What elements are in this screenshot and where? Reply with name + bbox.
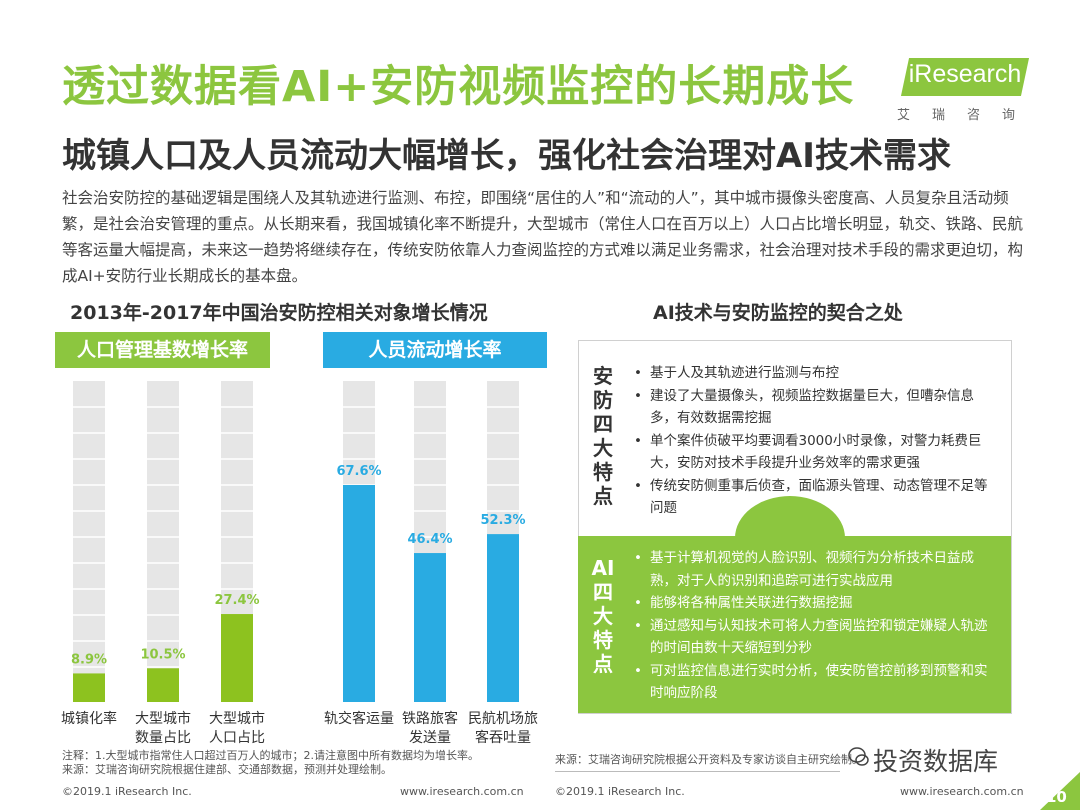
data-label-1-3: 27.4%: [214, 593, 259, 608]
bar-2-2: [414, 553, 446, 702]
wechat-icon: [848, 747, 869, 766]
data-label-2-2: 46.4%: [407, 532, 452, 547]
bar-1-2: [147, 668, 179, 702]
category-label: 城镇化率: [44, 710, 134, 729]
bar-track: [73, 381, 105, 702]
security-point: 建设了大量摄像头，视频监控数据量巨大，但嘈杂信息多，有效数据需挖掘: [628, 385, 998, 430]
category-label-line: 数量占比: [135, 730, 191, 746]
category-label-line: 轨交客运量: [324, 711, 394, 727]
page-number-badge: [1040, 772, 1080, 810]
note-1: 注释：1.大型城市指常住人口超过百万人的城市；2.请注意图中所有数据均为增长率。: [62, 749, 479, 762]
page-subtitle: 城镇人口及人员流动大幅增长，强化社会治理对AI技术需求: [62, 136, 951, 176]
logo-cn-text: 艾瑞咨询: [897, 108, 1038, 123]
category-label-line: 客吞吐量: [475, 730, 531, 746]
watermark-text: 投资数据库: [873, 747, 999, 776]
security-point: 基于人及其轨迹进行监测与布控: [628, 362, 998, 385]
category-label-line: 城镇化率: [61, 711, 117, 727]
left-section-title: 2013年-2017年中国治安防控相关对象增长情况: [70, 302, 488, 324]
logo-text: iResearch: [908, 60, 1022, 88]
bar-1-1: [73, 673, 105, 702]
bar-2-1: [343, 485, 375, 702]
data-label-1-1: 8.9%: [71, 652, 107, 667]
category-label-line: 民航机场旅: [468, 711, 538, 727]
security-points: 基于人及其轨迹进行监测与布控 建设了大量摄像头，视频监控数据量巨大，但嘈杂信息多…: [628, 362, 998, 520]
category-label: 大型城市 数量占比: [118, 710, 208, 748]
bar-2-3: [487, 534, 519, 702]
category-label-line: 大型城市: [209, 711, 265, 727]
bar-track: [147, 381, 179, 702]
footer-copyright-right: ©2019.1 iResearch Inc.: [555, 785, 685, 798]
ai-features-label: AI四大特点: [591, 556, 615, 676]
footer-url-left: www.iresearch.com.cn: [400, 785, 524, 798]
chart-2-title: 人员流动增长率: [323, 332, 547, 368]
ai-point: 通过感知与认知技术可将人力查阅监控和锁定嫌疑人轨迹的时间由数十天缩短到分秒: [628, 615, 998, 660]
ai-points: 基于计算机视觉的人脸识别、视频行为分析技术日益成熟，对于人的识别和追踪可进行实战…: [628, 547, 998, 705]
category-label-line: 铁路旅客: [402, 711, 458, 727]
intro-paragraph: 社会治安防控的基础逻辑是围绕人及其轨迹进行监测、布控，即围绕“居住的人”和“流动…: [62, 189, 1024, 285]
right-section-title: AI技术与安防监控的契合之处: [653, 302, 903, 324]
security-point: 单个案件侦破平均要调看3000小时录像，对警力耗费巨大，安防对技术手段提升业务效…: [628, 430, 998, 475]
page-title: 透过数据看AI+安防视频监控的长期成长: [62, 62, 855, 112]
data-label-1-2: 10.5%: [140, 647, 185, 662]
category-label: 民航机场旅 客吞吐量: [458, 710, 548, 748]
chart-1-title: 人口管理基数增长率: [55, 332, 270, 368]
category-label-line: 发送量: [409, 730, 451, 746]
category-label: 轨交客运量: [314, 710, 404, 729]
footer-url-right: www.iresearch.com.cn: [900, 785, 1024, 798]
category-label: 铁路旅客 发送量: [385, 710, 475, 748]
ai-point: 可对监控信息进行实时分析，使安防管控前移到预警和实时响应阶段: [628, 660, 998, 705]
category-label: 大型城市 人口占比: [192, 710, 282, 748]
security-features-label: 安防四大特点: [593, 364, 613, 508]
divider: [555, 771, 840, 772]
bar-1-3: [221, 614, 253, 702]
right-source-note: 来源：艾瑞咨询研究院根据公开资料及专家访谈自主研究绘制。: [555, 753, 863, 766]
page-number: 10: [1046, 788, 1067, 806]
footer-copyright-left: ©2019.1 iResearch Inc.: [62, 785, 192, 798]
data-label-2-1: 67.6%: [336, 464, 381, 479]
ai-point: 基于计算机视觉的人脸识别、视频行为分析技术日益成熟，对于人的识别和追踪可进行实战…: [628, 547, 998, 592]
chart-notes: 注释：1.大型城市指常住人口超过百万人的城市；2.请注意图中所有数据均为增长率。…: [62, 749, 542, 777]
category-label-line: 人口占比: [209, 730, 265, 746]
note-2: 来源：艾瑞咨询研究院根据住建部、交通部数据，预测并处理绘制。: [62, 763, 392, 776]
category-label-line: 大型城市: [135, 711, 191, 727]
security-point: 传统安防侧重事后侦查，面临源头管理、动态管理不足等问题: [628, 475, 998, 520]
ai-point: 能够将各种属性关联进行数据挖掘: [628, 592, 998, 615]
data-label-2-3: 52.3%: [480, 513, 525, 528]
